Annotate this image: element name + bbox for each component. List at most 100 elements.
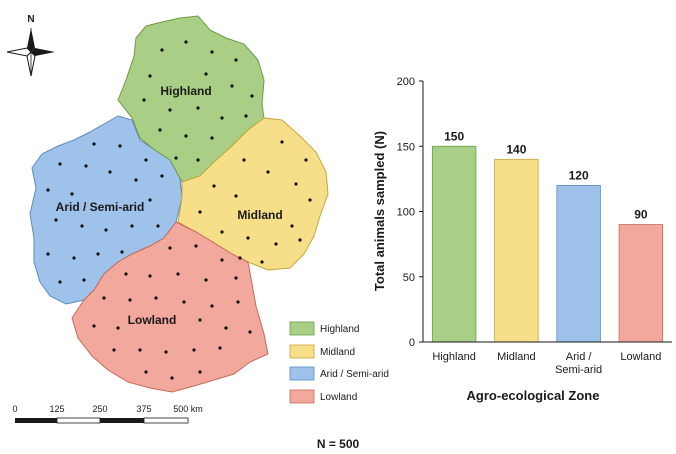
sampling-point: [134, 178, 138, 182]
sampling-point: [220, 258, 224, 262]
sampling-point: [156, 224, 160, 228]
sampling-point: [274, 242, 278, 246]
sampling-point: [220, 230, 224, 234]
sampling-point: [46, 188, 50, 192]
zone-label-lowland: Lowland: [128, 313, 177, 327]
total-sample-label: N = 500: [317, 437, 360, 451]
sampling-point: [184, 134, 188, 138]
x-tick-label: Midland: [497, 351, 536, 363]
sampling-point: [198, 318, 202, 322]
sampling-point: [112, 348, 116, 352]
sampling-point: [298, 238, 302, 242]
sampling-points: [46, 40, 312, 380]
sampling-point: [170, 376, 174, 380]
bar: [494, 158, 539, 343]
zone-map: Highland Arid / Semi-arid Midland Lowlan…: [29, 15, 329, 393]
bar-value-label: 120: [569, 168, 589, 182]
sampling-point: [58, 280, 62, 284]
x-tick-label: Highland: [432, 351, 475, 363]
sampling-point: [72, 256, 76, 260]
bar-value-label: 150: [444, 129, 464, 143]
legend-label: Highland: [320, 324, 359, 335]
sampling-point: [130, 224, 134, 228]
bar-chart: 0 50 100 150 200 150 140 120 90 Highland Midland…: [372, 76, 672, 403]
y-tick-label: 50: [403, 272, 415, 284]
sampling-point: [266, 170, 270, 174]
sampling-point: [234, 58, 238, 62]
scale-tick-label: 125: [49, 404, 64, 414]
legend-item: Highland: [289, 321, 359, 336]
sampling-point: [168, 246, 172, 250]
legend-item: Lowland: [289, 389, 357, 404]
sampling-point: [174, 156, 178, 160]
sampling-point: [204, 278, 208, 282]
sampling-point: [244, 114, 248, 118]
sampling-point: [194, 244, 198, 248]
sampling-point: [234, 194, 238, 198]
zone-label-arid: Arid / Semi-arid: [56, 200, 145, 214]
north-arrow-icon: N: [6, 14, 55, 77]
bar-value-label: 90: [634, 208, 648, 222]
sampling-point: [230, 84, 234, 88]
sampling-point: [238, 256, 242, 260]
sampling-point: [250, 94, 254, 98]
sampling-point: [108, 170, 112, 174]
sampling-point: [280, 140, 284, 144]
sampling-point: [224, 326, 228, 330]
scale-bar: 0 125 250 375 500 km: [12, 404, 203, 424]
bar: [556, 184, 601, 343]
y-tick-label: 0: [409, 337, 415, 349]
sampling-point: [80, 224, 84, 228]
legend-swatch-arid: [289, 366, 315, 381]
x-axis: Highland Midland Arid / Semi-arid Lowland: [423, 341, 672, 376]
sampling-point: [260, 260, 264, 264]
map-legend: Highland Midland Arid / Semi-arid Lowlan…: [289, 321, 389, 404]
sampling-point: [164, 350, 168, 354]
sampling-point: [138, 348, 142, 352]
sampling-point: [116, 326, 120, 330]
x-tick-label: Arid / Semi-arid: [555, 351, 602, 376]
sampling-point: [184, 40, 188, 44]
legend-label: Lowland: [320, 392, 357, 403]
zone-lowland-polygon: [71, 221, 269, 393]
sampling-point: [304, 158, 308, 162]
sampling-point: [144, 370, 148, 374]
sampling-point: [204, 72, 208, 76]
legend-label: Midland: [320, 347, 355, 358]
sampling-point: [82, 278, 86, 282]
bars: 150 140 120 90: [431, 129, 664, 343]
y-axis-title: Total animals sampled (N): [372, 131, 387, 291]
zone-label-midland: Midland: [237, 208, 282, 222]
sampling-point: [128, 298, 132, 302]
sampling-point: [234, 276, 238, 280]
sampling-point: [148, 74, 152, 78]
sampling-point: [210, 304, 214, 308]
sampling-point: [210, 50, 214, 54]
sampling-point: [148, 274, 152, 278]
sampling-point: [92, 142, 96, 146]
sampling-point: [220, 116, 224, 120]
sampling-point: [182, 300, 186, 304]
sampling-point: [58, 162, 62, 166]
sampling-point: [104, 228, 108, 232]
scale-tick-label: 375: [136, 404, 151, 414]
sampling-point: [124, 272, 128, 276]
legend-swatch-lowland: [289, 389, 315, 404]
sampling-point: [54, 218, 58, 222]
sampling-point: [192, 348, 196, 352]
y-tick-label: 100: [397, 207, 415, 219]
y-axis: 0 50 100 150 200: [397, 76, 424, 349]
sampling-point: [290, 224, 294, 228]
sampling-point: [144, 158, 148, 162]
scale-tick-label: 250: [92, 404, 107, 414]
legend-swatch-highland: [289, 321, 315, 336]
sampling-point: [154, 296, 158, 300]
sampling-point: [308, 198, 312, 202]
sampling-point: [218, 346, 222, 350]
sampling-point: [196, 158, 200, 162]
y-tick-label: 150: [397, 141, 415, 153]
sampling-point: [84, 164, 88, 168]
sampling-point: [160, 48, 164, 52]
sampling-point: [160, 174, 164, 178]
